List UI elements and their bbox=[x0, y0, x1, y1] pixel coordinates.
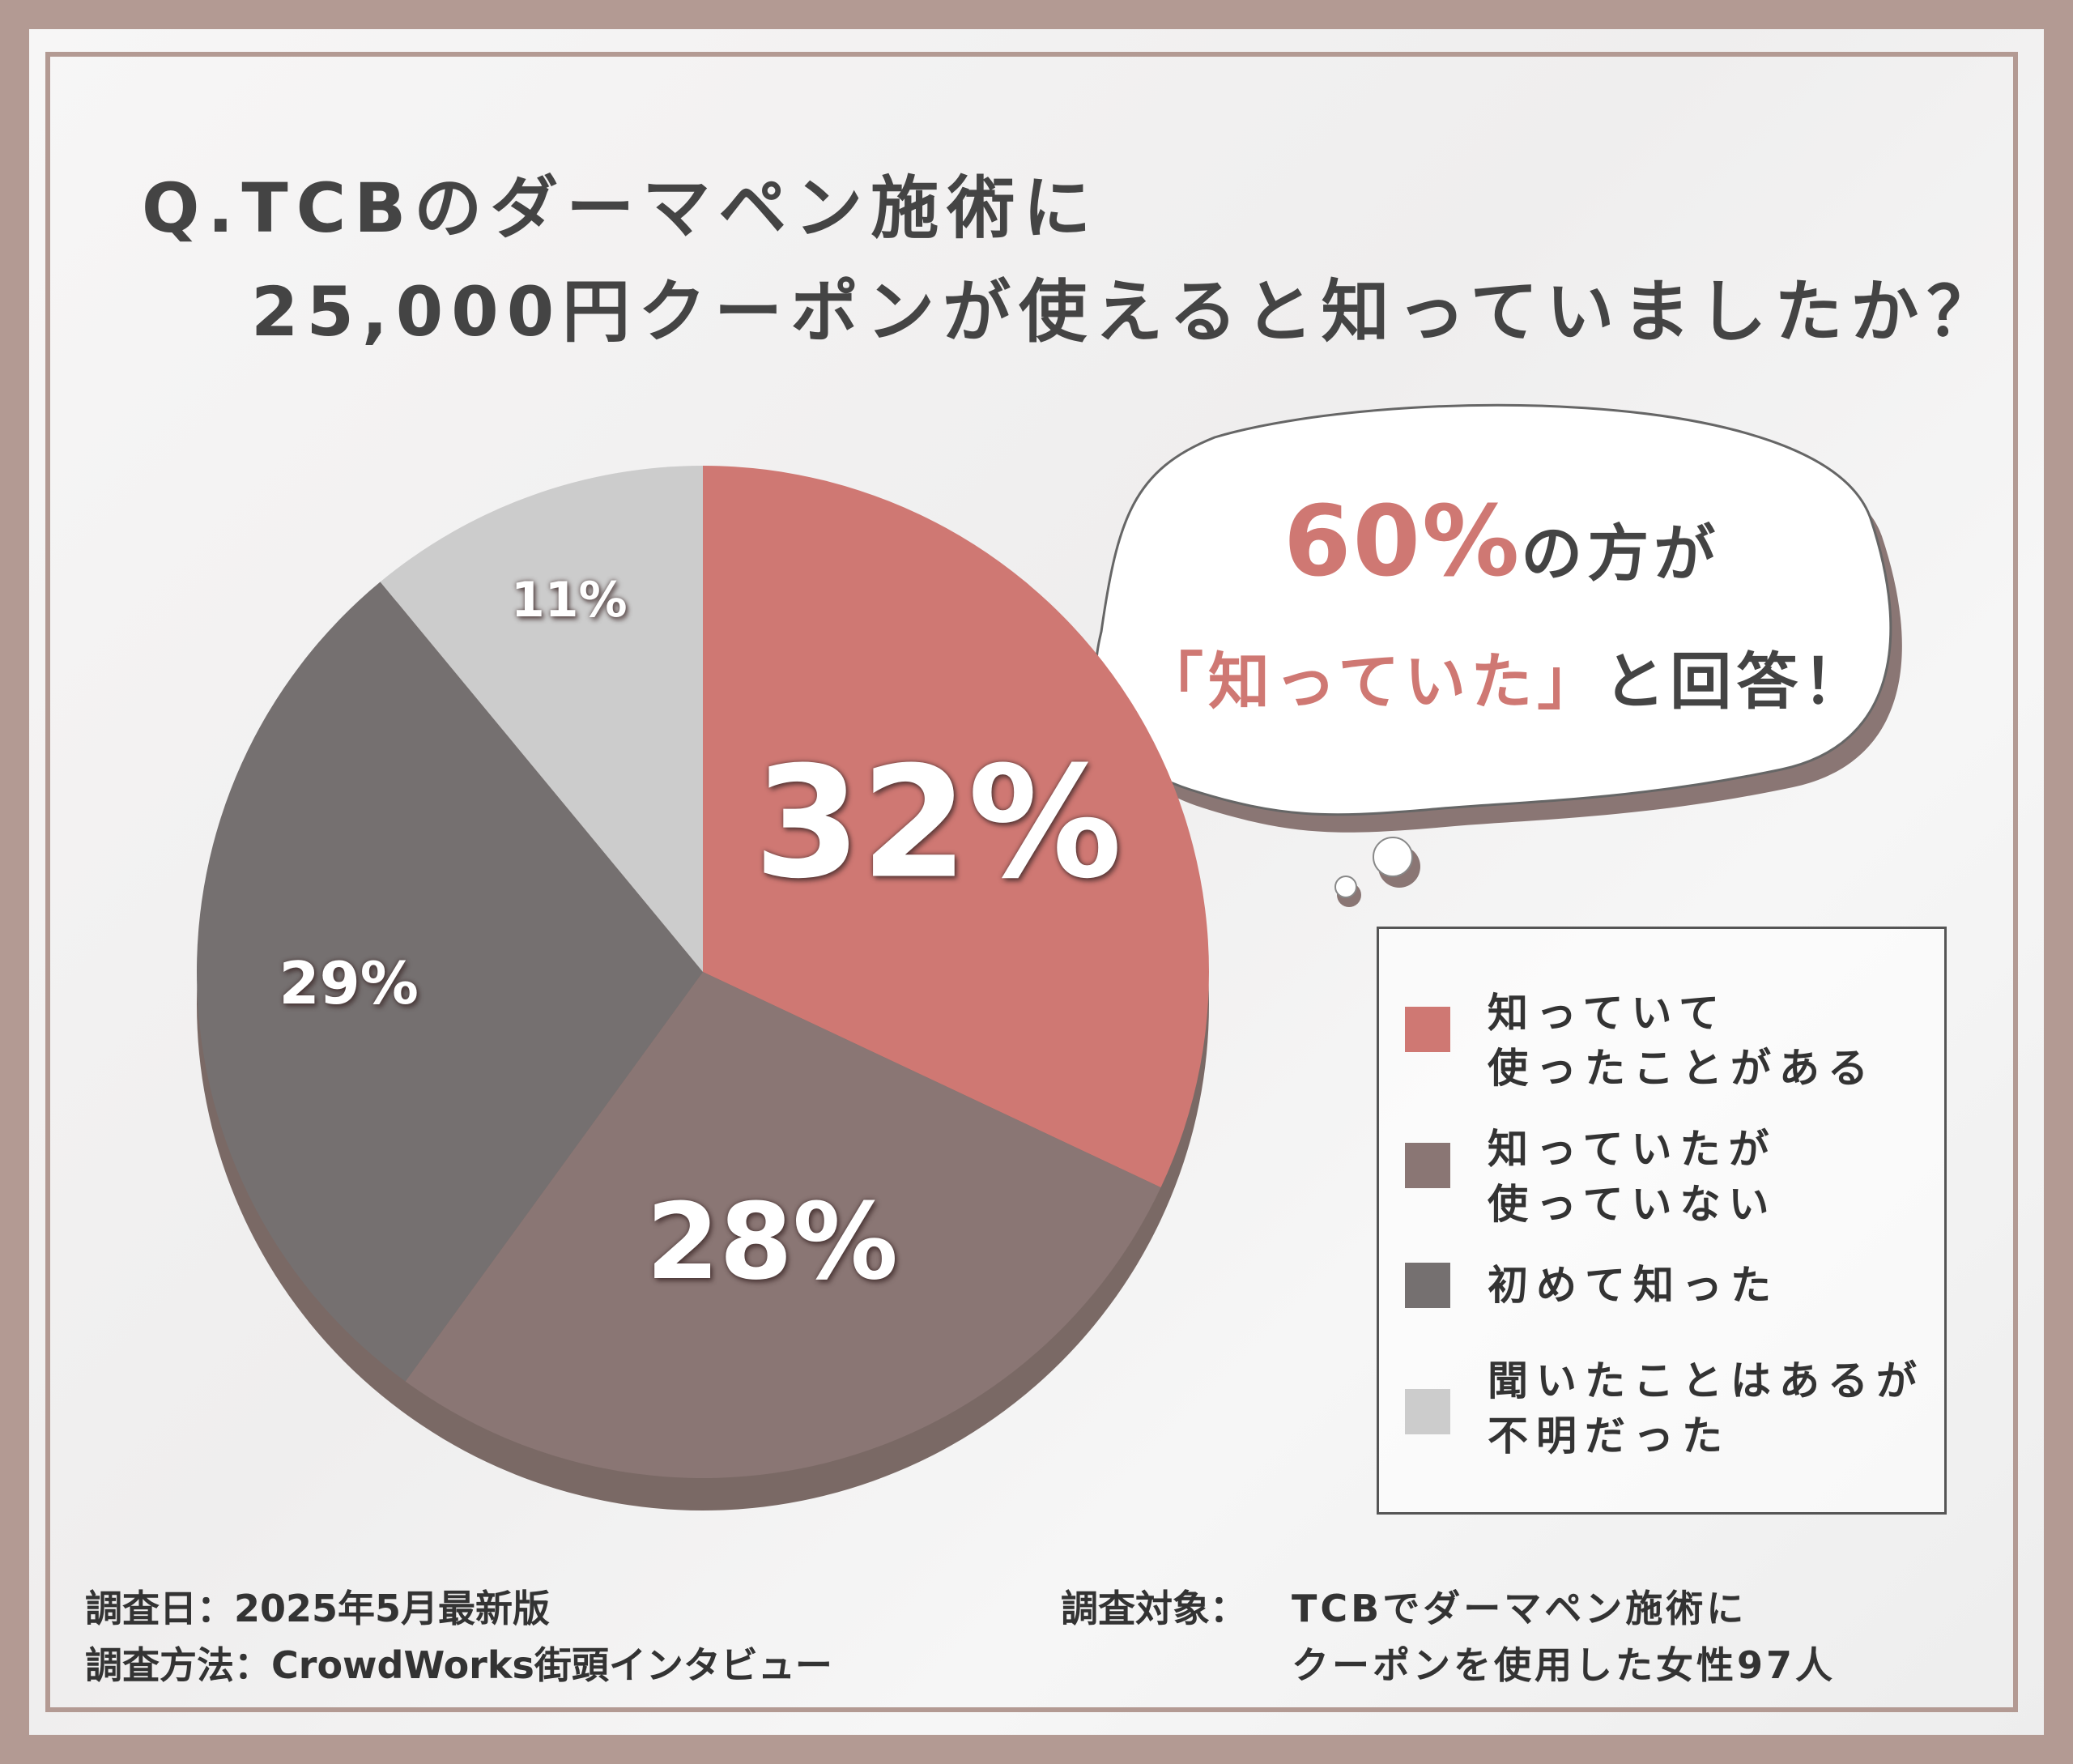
legend-swatch-4 bbox=[1405, 1389, 1450, 1434]
title-line-1: Q.TCBのダーマペン施術に bbox=[142, 168, 1100, 248]
bubble-line2-suffix: と回答！ bbox=[1603, 646, 1870, 718]
legend-label-3: 初めて知った bbox=[1488, 1262, 1779, 1309]
bubble-line-2: 「知っていた」と回答！ bbox=[1142, 632, 1869, 721]
pie-label-3: 29% bbox=[279, 948, 419, 1017]
pie-slice-4 bbox=[380, 466, 703, 972]
legend-label-1: 知っていて 使ったことがある bbox=[1488, 990, 1876, 1092]
bubble-percent: 60% bbox=[1283, 486, 1522, 599]
thought-bubble bbox=[1094, 403, 1902, 907]
bubble-line-1: 60%の方が bbox=[1283, 486, 1720, 599]
legend-swatch-1 bbox=[1405, 1007, 1450, 1052]
bubble-quote: 「知っていた」 bbox=[1142, 646, 1604, 718]
pie-label-4: 11% bbox=[511, 572, 628, 629]
bubble-body bbox=[1094, 403, 1892, 816]
legend-label-2: 知っていたが 使っていない bbox=[1488, 1126, 1777, 1228]
legend-label-4: 聞いたことはあるが 不明だった bbox=[1488, 1357, 1925, 1459]
legend-swatch-3 bbox=[1405, 1263, 1450, 1308]
legend: 知っていて 使ったことがある 知っていたが 使っていない 初めて知った 聞いたこ… bbox=[1377, 927, 1947, 1515]
inner-frame bbox=[45, 52, 2018, 1712]
bubble-dot-small bbox=[1334, 876, 1357, 898]
pie-slice-2 bbox=[405, 972, 1161, 1478]
pie-slice-1 bbox=[703, 466, 1210, 1188]
survey-target-line-1: TCBでダーマペン施術に bbox=[1292, 1587, 1747, 1630]
bubble-line1-suffix: の方が bbox=[1521, 518, 1721, 590]
pie-label-2: 28% bbox=[645, 1179, 899, 1303]
pie-slice-3 bbox=[196, 582, 703, 1382]
survey-target-line-2: クーポンを使用した女性97人 bbox=[1292, 1643, 1837, 1687]
title-line-2: 25,000円クーポンが使えると知っていましたか？ bbox=[251, 272, 2003, 352]
survey-method: 調査方法：CrowdWorks街頭インタビュー bbox=[85, 1643, 832, 1687]
survey-date: 調査日：2025年5月最新版 bbox=[85, 1587, 551, 1630]
survey-target-label: 調査対象： bbox=[1061, 1587, 1247, 1630]
bubble-dot-large bbox=[1373, 837, 1413, 877]
legend-swatch-2 bbox=[1405, 1143, 1450, 1188]
pie-label-1: 32% bbox=[753, 733, 1122, 913]
